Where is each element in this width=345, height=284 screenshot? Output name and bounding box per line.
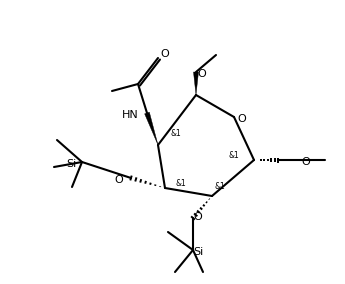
Text: &1: &1 bbox=[176, 179, 186, 187]
Text: O: O bbox=[114, 175, 123, 185]
Text: Si: Si bbox=[66, 159, 76, 169]
Text: &1: &1 bbox=[215, 181, 225, 191]
Polygon shape bbox=[145, 112, 158, 145]
Text: O: O bbox=[194, 212, 203, 222]
Text: Si: Si bbox=[193, 247, 203, 257]
Text: O: O bbox=[302, 157, 310, 167]
Text: &1: &1 bbox=[171, 128, 181, 137]
Text: &1: &1 bbox=[229, 151, 239, 160]
Text: O: O bbox=[161, 49, 169, 59]
Text: O: O bbox=[238, 114, 246, 124]
Text: O: O bbox=[198, 69, 206, 79]
Text: HN: HN bbox=[122, 110, 139, 120]
Polygon shape bbox=[194, 72, 198, 95]
